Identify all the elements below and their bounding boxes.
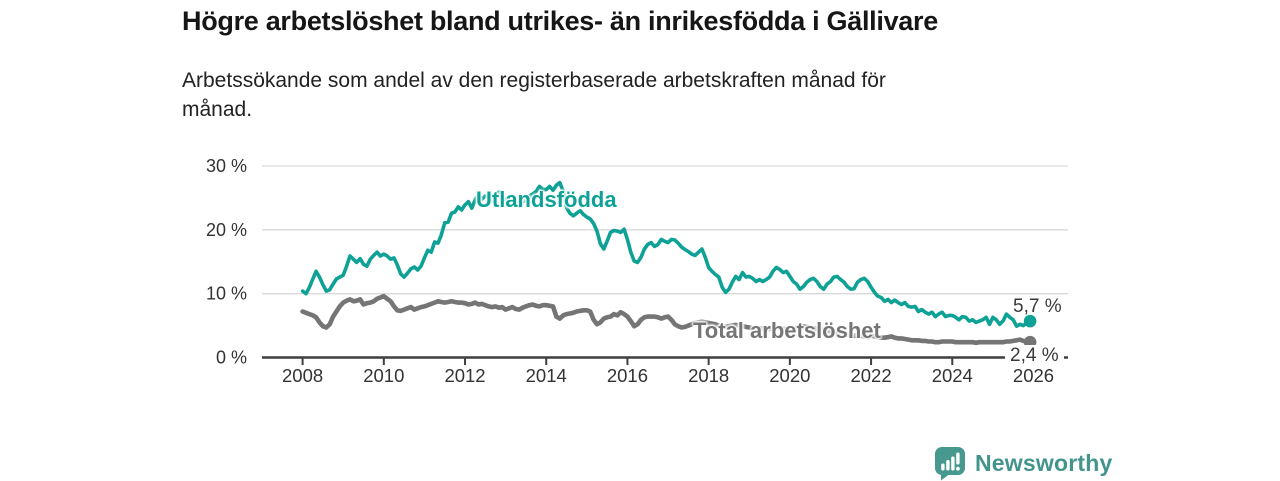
- y-tick-label-0: 0 %: [216, 348, 247, 368]
- end-value-label-utlandsfodda: 5,7 %: [1013, 296, 1062, 317]
- logo-bar-medium: [946, 460, 950, 471]
- logo-bubble: [935, 447, 965, 475]
- x-tick-label-2016: 2016: [607, 365, 648, 386]
- x-tick-label-2018: 2018: [688, 365, 729, 386]
- x-tick-label-2008: 2008: [282, 365, 323, 386]
- series-line-utlandsfodda: [300, 180, 1032, 329]
- chart-subtitle: Arbetssökande som andel av den registerb…: [182, 69, 886, 121]
- x-tick-label-2010: 2010: [363, 365, 404, 386]
- end-dot-utlandsfodda: [1023, 314, 1037, 328]
- logo-bar-tall: [951, 456, 955, 471]
- x-tick-label-2012: 2012: [444, 365, 485, 386]
- logo-bar-small: [941, 463, 945, 471]
- newsworthy-logo-icon: [935, 447, 965, 481]
- newsworthy-logo-text: Newsworthy: [975, 449, 1113, 476]
- newsworthy-logo: Newsworthy: [933, 445, 1112, 481]
- y-tick-label-20: 20 %: [206, 220, 247, 240]
- series-line-total: [300, 293, 1033, 346]
- logo-exclamation-bar: [956, 452, 960, 465]
- x-tick-label-2026: 2026: [1013, 365, 1054, 386]
- x-tick-label-2014: 2014: [526, 365, 567, 386]
- y-tick-label-30: 30 %: [206, 156, 247, 176]
- x-tick-label-2020: 2020: [769, 365, 810, 386]
- series-label-utlandsfodda: Utlandsfödda: [476, 187, 617, 212]
- logo-exclamation-dot: [956, 466, 960, 471]
- x-tick-label-2024: 2024: [932, 365, 973, 386]
- y-tick-label-10: 10 %: [206, 284, 247, 304]
- logo-bubble-tail: [941, 472, 951, 481]
- series-label-total-arbetsloshet: Total arbetslöshet: [693, 318, 881, 343]
- x-tick-label-2022: 2022: [850, 365, 891, 386]
- end-value-label-total: 2,4 %: [1005, 345, 1064, 367]
- chart-title: Högre arbetslöshet bland utrikes- än inr…: [182, 6, 938, 36]
